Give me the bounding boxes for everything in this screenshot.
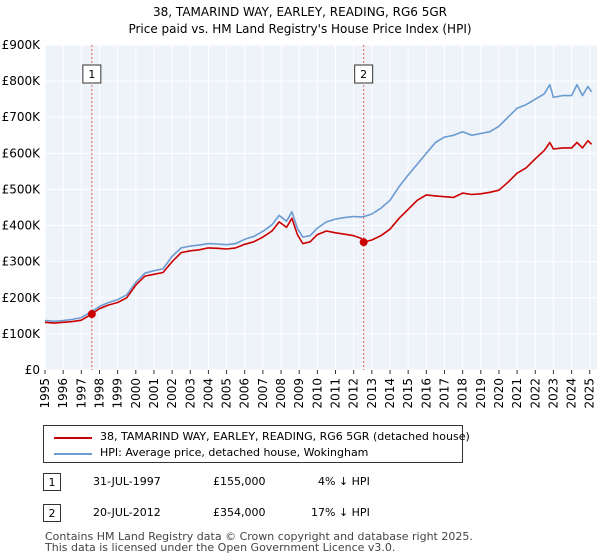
y-tick-label: £900K — [2, 38, 42, 52]
transaction-hpi-diff: 4% ↓ HPI — [318, 475, 370, 488]
x-tick-label: 2006 — [238, 378, 252, 409]
y-tick-label: £600K — [2, 146, 42, 160]
x-tick-label: 2003 — [183, 378, 197, 409]
series-line-hpi — [44, 83, 593, 323]
legend-label-property: 38, TAMARIND WAY, EARLEY, READING, RG6 5… — [100, 430, 470, 443]
x-tick-label: 2013 — [365, 378, 379, 409]
x-tick-label: 2023 — [546, 378, 560, 409]
legend-swatch-property — [54, 437, 92, 439]
plot-area — [45, 45, 597, 370]
y-tick-label: £0 — [25, 363, 40, 377]
transaction-date: 31-JUL-1997 — [93, 475, 161, 488]
x-tick-label: 2002 — [165, 378, 179, 409]
sale-points — [87, 238, 368, 319]
x-tick-label: 2007 — [256, 378, 270, 409]
sale-marker-box — [354, 64, 374, 84]
transaction-price: £155,000 — [213, 475, 266, 488]
sale-marker-label: 2 — [360, 68, 367, 81]
chart-title: 38, TAMARIND WAY, EARLEY, READING, RG6 5… — [153, 5, 447, 19]
legend: 38, TAMARIND WAY, EARLEY, READING, RG6 5… — [43, 425, 470, 463]
price-chart: 38, TAMARIND WAY, EARLEY, READING, RG6 5… — [2, 5, 597, 409]
x-tick-label: 1995 — [38, 378, 52, 409]
x-tick-label: 1997 — [74, 378, 88, 409]
x-tick-label: 2022 — [528, 378, 542, 409]
y-tick-label: £200K — [2, 291, 42, 305]
transaction-number-badge: 2 — [43, 504, 61, 522]
x-tick-label: 2021 — [510, 378, 524, 409]
y-tick-label: £700K — [2, 110, 42, 124]
x-tick-label: 2017 — [437, 378, 451, 409]
chart-subtitle: Price paid vs. HM Land Registry's House … — [128, 22, 471, 36]
footer: Contains HM Land Registry data © Crown c… — [45, 531, 473, 553]
x-tick-label: 1999 — [111, 378, 125, 409]
x-tick-label: 2012 — [347, 378, 361, 409]
x-tick-label: 2000 — [129, 378, 143, 409]
transaction-price: £354,000 — [213, 506, 266, 519]
x-tick-label: 2005 — [220, 378, 234, 409]
x-tick-label: 2001 — [147, 378, 161, 409]
x-tick-label: 2019 — [474, 378, 488, 409]
x-tick-label: 2004 — [201, 378, 215, 409]
x-tick-label: 1996 — [56, 378, 70, 409]
x-tick-label: 1998 — [92, 378, 106, 409]
sale-point — [359, 238, 368, 247]
y-tick-label: £800K — [2, 74, 42, 88]
sale-marker-label: 1 — [88, 68, 95, 81]
footer-licence: This data is licensed under the Open Gov… — [45, 541, 396, 554]
grid — [44, 44, 597, 371]
y-tick-label: £400K — [2, 219, 42, 233]
transaction-date: 20-JUL-2012 — [93, 506, 161, 519]
transaction-number-badge: 1 — [43, 473, 61, 491]
x-tick-label: 2008 — [274, 378, 288, 409]
x-tick-label: 2010 — [310, 378, 324, 409]
series-line-property — [44, 139, 593, 324]
legend-swatch-hpi — [54, 453, 92, 455]
y-tick-label: £100K — [2, 327, 42, 341]
x-tick-label: 2020 — [492, 378, 506, 409]
axes: £0 £100K £200K £300K £400K £500K £600K £700K £80… — [2, 38, 597, 409]
x-tick-label: 2016 — [419, 378, 433, 409]
x-tick-label: 2009 — [292, 378, 306, 409]
x-tick-label: 2014 — [383, 378, 397, 409]
x-tick-label: 2018 — [456, 378, 470, 409]
x-tick-label: 2011 — [329, 378, 343, 409]
y-tick-label: £300K — [2, 255, 42, 269]
x-tick-label: 2024 — [565, 378, 579, 409]
series-lines — [44, 83, 593, 324]
footer-copyright: Contains HM Land Registry data © Crown c… — [45, 530, 473, 543]
legend-label-hpi: HPI: Average price, detached house, Woki… — [100, 446, 369, 459]
x-tick-label: 2025 — [583, 378, 597, 409]
sale-marker-box — [82, 64, 102, 84]
transaction-hpi-diff: 17% ↓ HPI — [311, 506, 370, 519]
x-tick-label: 2015 — [401, 378, 415, 409]
y-tick-label: £500K — [2, 182, 42, 196]
sale-point — [87, 310, 96, 319]
